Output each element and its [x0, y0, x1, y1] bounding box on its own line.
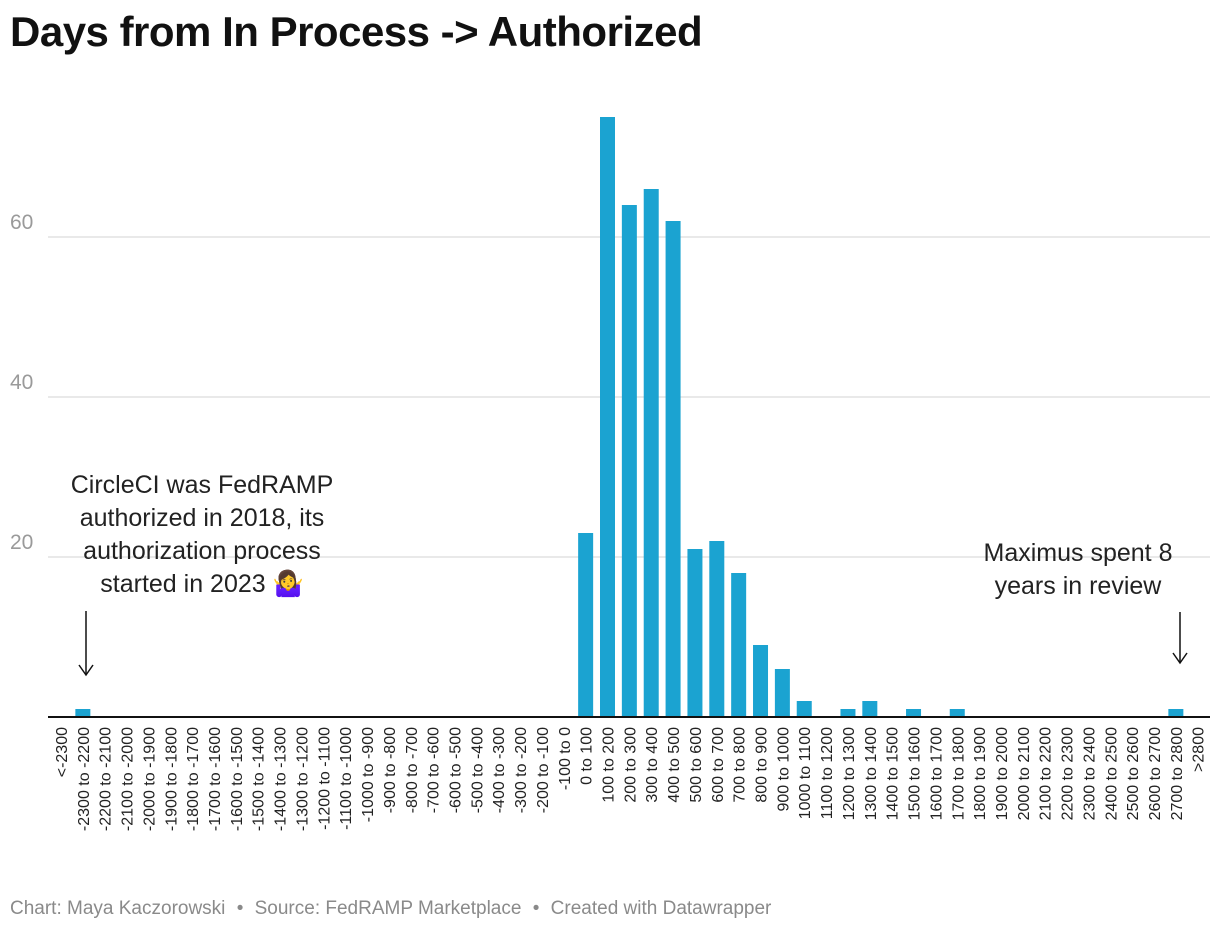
right-arrow-head	[1172, 652, 1188, 665]
x-tick-label: 800 to 900	[754, 727, 771, 803]
x-tick-label: 2000 to 2100	[1016, 727, 1033, 821]
bar-26	[621, 205, 637, 717]
x-tick-label: 200 to 300	[622, 727, 639, 803]
bar-41	[949, 709, 965, 717]
x-tick-label: 1300 to 1400	[863, 727, 880, 821]
bar-30	[709, 541, 725, 717]
x-tick-label: -1600 to -1500	[229, 727, 246, 831]
x-tick-label: -600 to -500	[447, 727, 464, 813]
x-tick-label: -1500 to -1400	[251, 727, 268, 831]
x-tick-label: 1700 to 1800	[950, 727, 967, 821]
x-tick-label: 1500 to 1600	[907, 727, 924, 821]
x-tick-label: 1900 to 2000	[994, 727, 1011, 821]
left-arrow-head	[78, 664, 94, 677]
footer-author: Chart: Maya Kaczorowski	[10, 898, 226, 919]
footer-tool: Created with Datawrapper	[550, 898, 772, 919]
x-tick-label: 2200 to 2300	[1060, 727, 1077, 821]
x-tick-label: -1900 to -1800	[163, 727, 180, 831]
bar-32	[753, 645, 769, 717]
x-tick-label: 300 to 400	[644, 727, 661, 803]
footer-separator: •	[236, 898, 244, 919]
x-tick-label: 100 to 200	[601, 727, 618, 803]
bar-29	[687, 549, 703, 717]
x-tick-label: 1400 to 1500	[885, 727, 902, 821]
bar-28	[665, 221, 681, 717]
y-tick-label: 20	[10, 531, 33, 554]
bar-36	[840, 709, 856, 717]
x-tick-label: -900 to -800	[382, 727, 399, 813]
x-tick-label: -700 to -600	[426, 727, 443, 813]
x-tick-label: 2500 to 2600	[1125, 727, 1142, 821]
x-tick-label: -1400 to -1300	[273, 727, 290, 831]
x-tick-label: -200 to -100	[535, 727, 552, 813]
footer-separator: •	[532, 898, 540, 919]
bar-33	[774, 669, 790, 717]
x-tick-labels: <-2300 -2300 to -2200 -2200 to -2100 -2100 …	[54, 727, 1208, 831]
x-tick-label: -1300 to -1200	[294, 727, 311, 831]
x-tick-label: -2200 to -2100	[98, 727, 115, 831]
x-tick-label: -1100 to -1000	[338, 727, 355, 830]
bars	[75, 117, 1184, 717]
annotation-left: CircleCI was FedRAMP authorized in 2018,…	[70, 471, 334, 598]
x-tick-label: 400 to 500	[666, 727, 683, 803]
annotation-right: Maximus spent 8 years in review	[983, 539, 1173, 600]
bar-31	[731, 573, 747, 717]
bar-25	[600, 117, 615, 717]
x-tick-label: 1800 to 1900	[972, 727, 989, 821]
bar-24	[578, 533, 594, 717]
x-tick-label: 1600 to 1700	[928, 727, 945, 821]
x-tick-label: 2400 to 2500	[1103, 727, 1120, 821]
bar-1	[75, 709, 91, 717]
x-tick-label: -2100 to -2000	[120, 727, 137, 831]
x-tick-label: 2700 to 2800	[1169, 727, 1186, 821]
footer-source: Source: FedRAMP Marketplace	[254, 898, 522, 919]
x-tick-label: -100 to 0	[557, 727, 574, 790]
x-tick-label: 1200 to 1300	[841, 727, 858, 821]
y-tick-label: 40	[10, 371, 33, 394]
x-tick-label: >2800	[1191, 727, 1208, 772]
x-tick-label: <-2300	[54, 727, 71, 777]
x-tick-label: 2300 to 2400	[1081, 727, 1098, 821]
x-tick-label: -800 to -700	[404, 727, 421, 813]
x-tick-label: 1100 to 1200	[819, 727, 836, 819]
x-tick-label: -500 to -400	[469, 727, 486, 813]
bar-51	[1168, 709, 1184, 717]
bar-37	[862, 701, 878, 717]
x-tick-label: -2000 to -1900	[141, 727, 158, 831]
bar-39	[906, 709, 922, 717]
x-tick-label: -2300 to -2200	[76, 727, 93, 831]
bar-34	[796, 701, 812, 717]
y-tick-label: 60	[10, 211, 33, 234]
x-tick-label: 500 to 600	[688, 727, 705, 803]
bar-27	[643, 189, 659, 717]
x-tick-label: -1200 to -1100	[316, 727, 333, 830]
x-tick-label: -400 to -300	[491, 727, 508, 813]
x-tick-label: 900 to 1000	[775, 727, 792, 812]
x-tick-label: -1000 to -900	[360, 727, 377, 822]
x-tick-label: -1700 to -1600	[207, 727, 224, 831]
x-tick-label: 2100 to 2200	[1038, 727, 1055, 821]
x-tick-label: 0 to 100	[579, 727, 596, 785]
x-tick-label: 600 to 700	[710, 727, 727, 803]
x-tick-label: -300 to -200	[513, 727, 530, 813]
x-tick-label: 2600 to 2700	[1147, 727, 1164, 821]
annotation-arrows	[78, 611, 1188, 677]
x-tick-label: 1000 to 1100	[797, 727, 814, 819]
x-tick-label: -1800 to -1700	[185, 727, 202, 831]
x-tick-label: 700 to 800	[732, 727, 749, 803]
chart-title: Days from In Process -> Authorized	[10, 8, 703, 55]
chart-footer: Chart: Maya Kaczorowski • Source: FedRAM…	[10, 898, 771, 920]
